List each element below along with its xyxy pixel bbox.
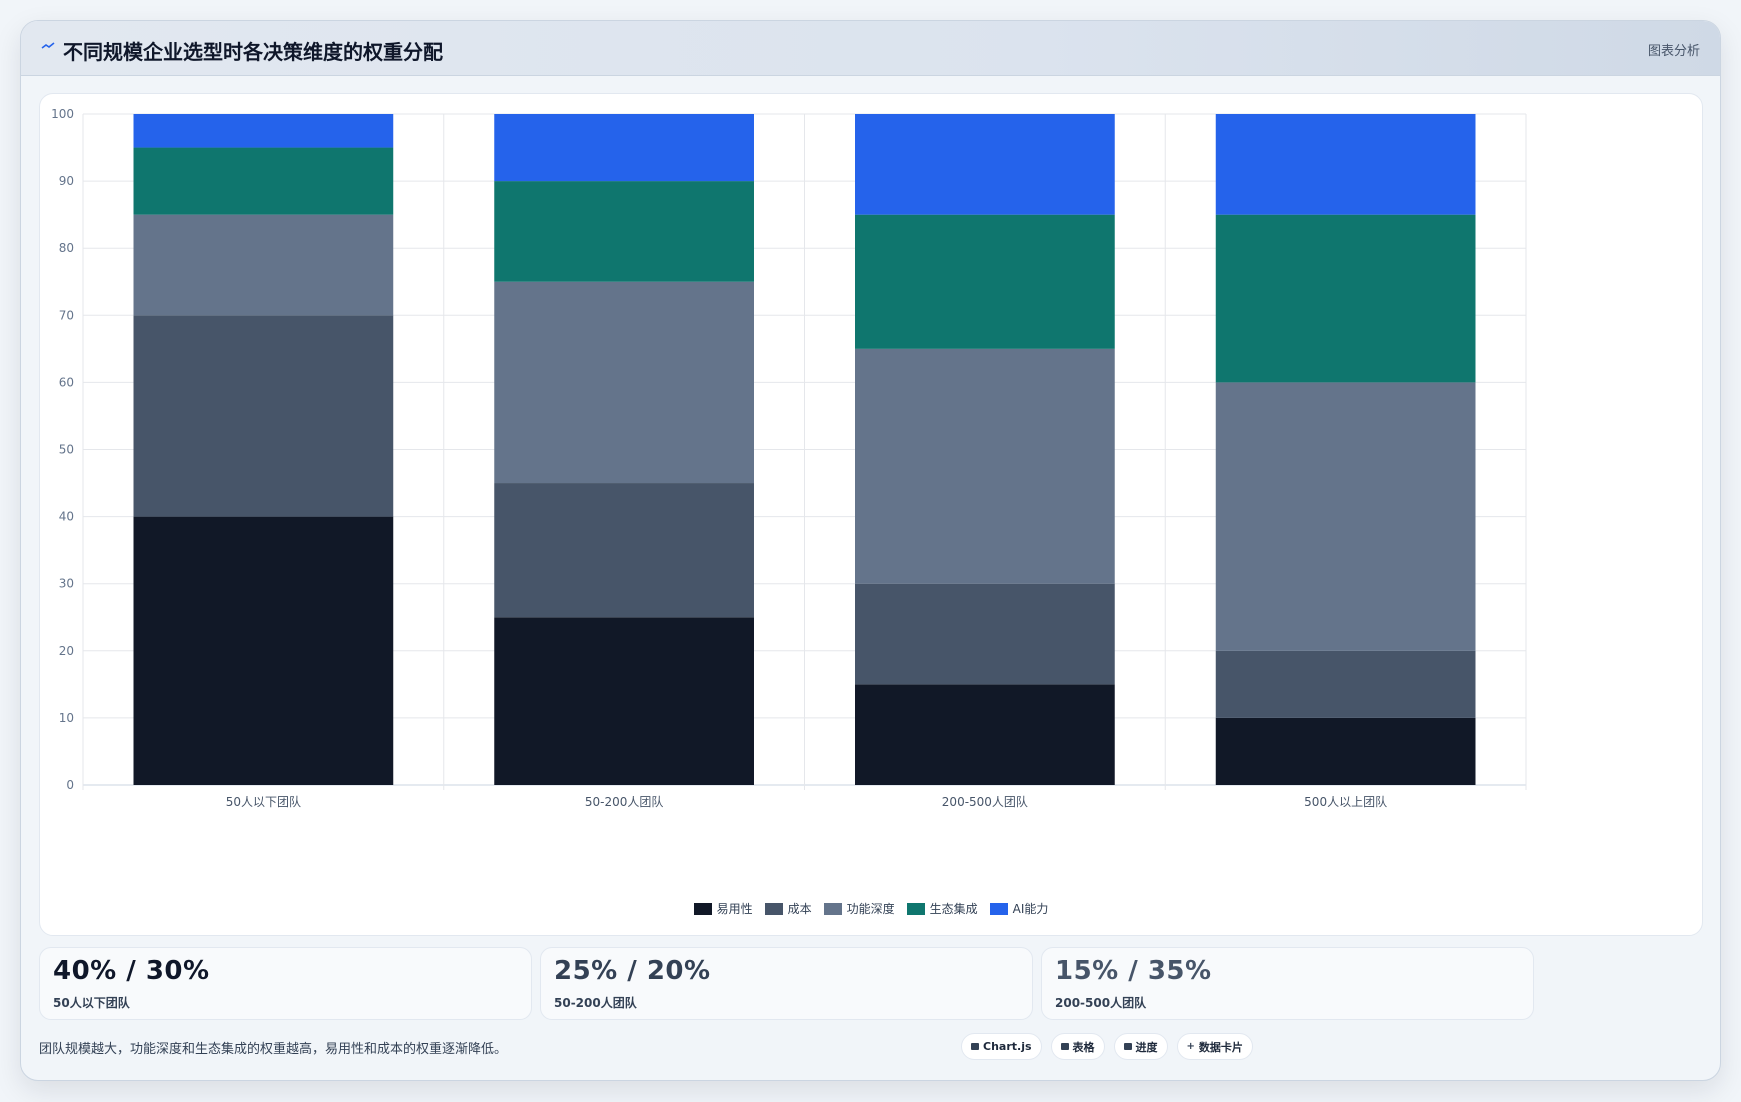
bar-segment[interactable] <box>1215 382 1476 651</box>
bar-segment[interactable] <box>494 617 754 785</box>
legend-item-ease[interactable]: 易用性 <box>693 900 753 917</box>
y-tick-label: 70 <box>59 308 74 322</box>
y-tick-label: 40 <box>59 510 74 524</box>
tag-label: 进度 <box>1135 1040 1158 1054</box>
bar-segment[interactable] <box>1215 214 1476 383</box>
legend-swatch <box>693 902 712 915</box>
y-tick-label: 30 <box>59 577 74 591</box>
stat-value: 15% / 35% <box>1055 956 1212 986</box>
bar-segment[interactable] <box>855 583 1115 685</box>
stat-value: 40% / 30% <box>53 956 210 986</box>
chart-icon <box>971 1043 979 1050</box>
legend-label: AI能力 <box>1012 902 1049 916</box>
bar-segment[interactable] <box>133 315 394 517</box>
stacked-bar-chart: 0 10 20 30 40 50 60 70 80 90 100 50人以下团队 50-200人团队 20… <box>51 107 1527 809</box>
legend-item-feature-depth[interactable]: 功能深度 <box>823 900 895 917</box>
stat-card-large-team: 15% / 35% 200-500人团队 <box>1041 947 1534 1020</box>
tag-chartjs[interactable]: Chart.js <box>961 1033 1042 1060</box>
stat-card-small-team: 40% / 30% 50人以下团队 <box>39 947 532 1020</box>
y-tick-label: 80 <box>59 241 74 255</box>
table-icon <box>1060 1043 1069 1050</box>
tag-list: Chart.js 表格 进度 + 数据卡片 <box>961 1033 1253 1060</box>
x-tick-label: 200-500人团队 <box>942 794 1028 809</box>
stat-label: 200-500人团队 <box>1055 996 1147 1010</box>
legend-label: 生态集成 <box>929 902 978 916</box>
bar-segment[interactable] <box>494 181 754 282</box>
legend-item-cost[interactable]: 成本 <box>764 900 812 917</box>
bar-segment[interactable] <box>494 114 754 182</box>
bar-segment[interactable] <box>855 348 1115 584</box>
bar-segment[interactable] <box>1215 650 1476 718</box>
bar-segment[interactable] <box>1215 114 1476 215</box>
y-tick-label: 100 <box>51 107 74 121</box>
legend-label: 成本 <box>787 902 812 916</box>
chart-panel: 0 10 20 30 40 50 60 70 80 90 100 50人以下团队 50-200人团队 20… <box>39 93 1703 936</box>
bar-segment[interactable] <box>855 684 1115 785</box>
legend-swatch <box>989 902 1008 915</box>
card-header: 不同规模企业选型时各决策维度的权重分配 图表分析 <box>21 21 1720 76</box>
stat-value: 25% / 20% <box>554 956 711 986</box>
y-tick-label: 0 <box>66 778 74 792</box>
tag-label: Chart.js <box>983 1040 1032 1053</box>
x-tick-label: 50人以下团队 <box>226 794 301 809</box>
x-tick-label: 500人以上团队 <box>1304 794 1387 809</box>
chart-legend: 易用性 成本 功能深度 生态集成 AI能力 <box>40 900 1702 917</box>
tag-label: 数据卡片 <box>1198 1040 1243 1054</box>
plus-icon: + <box>1186 1041 1195 1052</box>
bar-segment[interactable] <box>133 114 394 148</box>
bar-segment[interactable] <box>855 214 1115 349</box>
stat-label: 50-200人团队 <box>554 996 637 1010</box>
bar-segment[interactable] <box>1215 717 1476 785</box>
bar-segment[interactable] <box>494 483 754 618</box>
tag-data-card[interactable]: + 数据卡片 <box>1176 1033 1253 1060</box>
y-tick-label: 60 <box>59 375 74 389</box>
chart-card: 不同规模企业选型时各决策维度的权重分配 图表分析 0 10 20 30 40 50 60 70… <box>20 20 1721 1081</box>
bar-segment[interactable] <box>133 147 394 215</box>
footer-note: 团队规模越大，功能深度和生态集成的权重越高，易用性和成本的权重逐渐降低。 <box>39 1042 508 1057</box>
page-title: 不同规模企业选型时各决策维度的权重分配 <box>63 40 443 64</box>
y-tick-label: 10 <box>59 711 74 725</box>
y-tick-label: 50 <box>59 443 74 457</box>
stat-card-medium-team: 25% / 20% 50-200人团队 <box>540 947 1033 1020</box>
bar-segment[interactable] <box>133 516 394 785</box>
x-tick-label: 50-200人团队 <box>585 794 664 809</box>
tag-label: 表格 <box>1072 1040 1095 1054</box>
legend-swatch <box>764 902 783 915</box>
bar-segment[interactable] <box>494 281 754 484</box>
chart-analysis-link[interactable]: 图表分析 <box>1647 44 1700 59</box>
stat-label: 50人以下团队 <box>53 996 130 1010</box>
bar-segment[interactable] <box>133 214 394 316</box>
legend-swatch <box>823 902 842 915</box>
bar-segment[interactable] <box>855 114 1115 215</box>
legend-label: 易用性 <box>716 902 753 916</box>
tag-table[interactable]: 表格 <box>1050 1033 1105 1060</box>
legend-item-ecosystem[interactable]: 生态集成 <box>906 900 978 917</box>
trend-line-icon <box>41 42 55 49</box>
legend-item-ai[interactable]: AI能力 <box>989 900 1049 917</box>
tag-progress[interactable]: 进度 <box>1113 1033 1168 1060</box>
y-tick-label: 20 <box>59 644 74 658</box>
legend-swatch <box>906 902 925 915</box>
y-tick-label: 90 <box>59 174 74 188</box>
progress-icon <box>1123 1043 1132 1050</box>
legend-label: 功能深度 <box>846 902 895 916</box>
